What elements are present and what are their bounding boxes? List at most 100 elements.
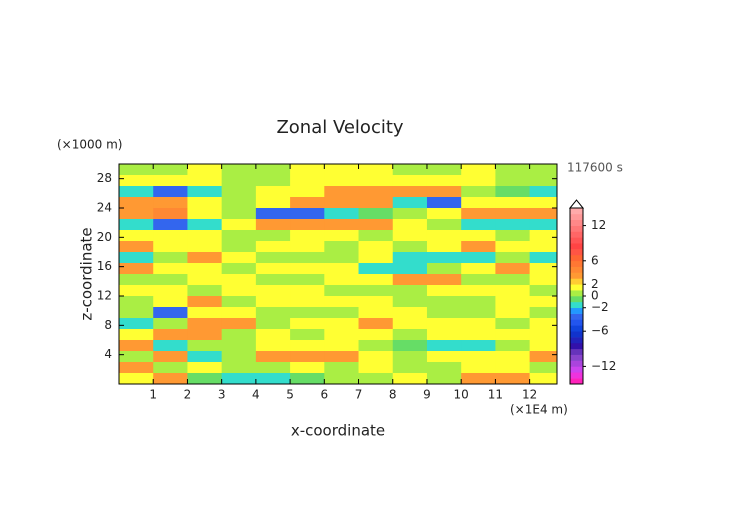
colorbar-bin	[570, 254, 583, 262]
x-tick-label: 2	[184, 388, 192, 402]
field-cell	[495, 230, 531, 242]
field-cell	[392, 340, 428, 352]
field-cell	[119, 186, 154, 198]
field-cell	[495, 307, 531, 319]
field-cell	[324, 274, 360, 286]
field-cell	[461, 340, 496, 352]
field-cell	[187, 241, 223, 253]
field-cell	[529, 285, 557, 297]
field-cell	[290, 340, 325, 352]
field-cell	[255, 263, 291, 275]
field-cell	[529, 340, 557, 352]
field-cell	[324, 329, 360, 341]
field-cell	[529, 362, 557, 374]
x-tick-label: 10	[454, 388, 469, 402]
field-cell	[495, 329, 531, 341]
field-cell	[324, 340, 360, 352]
colorbar-bin	[570, 284, 583, 291]
field-cell	[187, 318, 223, 330]
field-cell	[324, 197, 360, 209]
field-cell	[119, 307, 154, 319]
field-cell	[495, 263, 531, 275]
field-cell	[153, 351, 188, 363]
colorbar-tick-label: −12	[591, 359, 616, 373]
field-cell	[392, 274, 428, 286]
field-cell	[392, 329, 428, 341]
y-tick-label: 12	[97, 289, 112, 303]
field-cell	[153, 307, 188, 319]
field-cell	[153, 186, 188, 198]
field-cell	[358, 230, 394, 242]
colorbar-bin	[570, 366, 583, 373]
x-tick-label: 1	[149, 388, 157, 402]
field-cell	[119, 329, 154, 341]
field-cell	[221, 164, 257, 176]
field-cell	[255, 186, 291, 198]
field-cell	[461, 263, 496, 275]
field-cell	[461, 307, 496, 319]
field-cell	[221, 263, 257, 275]
field-cell	[324, 175, 360, 187]
field-cell	[426, 285, 462, 297]
field-cell	[529, 329, 557, 341]
field-cell	[119, 362, 154, 374]
field-cell	[392, 241, 428, 253]
field-cell	[290, 263, 325, 275]
field-cell	[119, 274, 154, 286]
field-cell	[221, 318, 257, 330]
field-cell	[187, 252, 223, 264]
field-cell	[324, 230, 360, 242]
field-cell	[358, 296, 394, 308]
field-cell	[358, 164, 394, 176]
field-cell	[153, 175, 188, 187]
field-cell	[392, 285, 428, 297]
x-tick-label: 7	[355, 388, 363, 402]
field-cell	[153, 230, 188, 242]
colorbar-bin	[570, 360, 583, 367]
y-axis-label: z-coordinate	[78, 227, 96, 320]
field-cell	[461, 175, 496, 187]
plot-frame	[118, 163, 558, 385]
field-cell	[290, 318, 325, 330]
field-cell	[461, 186, 496, 198]
field-cell	[255, 362, 291, 374]
colorbar-bin	[570, 301, 583, 309]
field-cell	[324, 307, 360, 319]
x-tick-label: 5	[286, 388, 294, 402]
field-cell	[495, 274, 531, 286]
field-cell	[153, 252, 188, 264]
field-cell	[529, 351, 557, 363]
colorbar-bin	[570, 331, 583, 338]
field-cell	[290, 307, 325, 319]
field-cell	[529, 296, 557, 308]
field-cell	[324, 208, 360, 220]
x-tick-label: 6	[320, 388, 328, 402]
field-cell	[392, 307, 428, 319]
field-cell	[221, 219, 257, 231]
field-cell	[290, 241, 325, 253]
field-cell	[426, 329, 462, 341]
field-cell	[461, 329, 496, 341]
field-cell	[358, 307, 394, 319]
field-cell	[495, 197, 531, 209]
field-cell	[290, 296, 325, 308]
field-cell	[324, 373, 360, 384]
field-cell	[358, 340, 394, 352]
field-cell	[529, 318, 557, 330]
field-cell	[392, 230, 428, 242]
field-cell	[290, 175, 325, 187]
field-cell	[358, 351, 394, 363]
field-cell	[255, 307, 291, 319]
field-cell	[153, 241, 188, 253]
field-cell	[358, 175, 394, 187]
field-cell	[255, 197, 291, 209]
field-cell	[358, 329, 394, 341]
field-cell	[324, 164, 360, 176]
field-cell	[426, 296, 462, 308]
colorbar-bin	[570, 231, 583, 238]
x-tick-label: 11	[488, 388, 503, 402]
field-cell	[221, 274, 257, 286]
field-cell	[221, 362, 257, 374]
field-cell	[495, 219, 531, 231]
field-cell	[187, 285, 223, 297]
